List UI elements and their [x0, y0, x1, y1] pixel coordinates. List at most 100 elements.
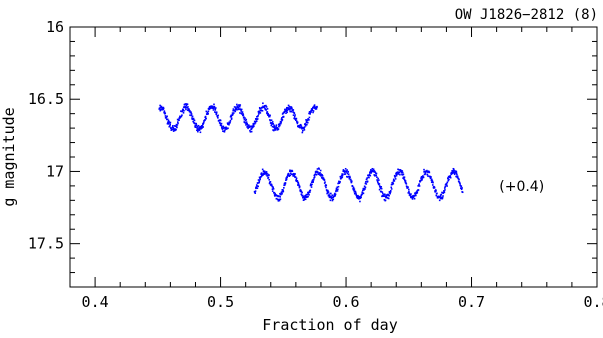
data-point-series-2: [328, 193, 330, 195]
data-point-series-1: [281, 118, 284, 121]
data-point-series-2: [301, 191, 303, 194]
data-point-series-2: [443, 190, 445, 192]
data-point-series-2: [336, 186, 339, 189]
data-point-series-2: [303, 196, 306, 199]
data-point-series-2: [337, 185, 340, 188]
data-point-series-1: [292, 114, 295, 116]
data-point-series-2: [393, 174, 396, 177]
data-point-series-2: [358, 198, 360, 200]
data-point-series-1: [241, 113, 243, 115]
data-point-series-2: [352, 188, 355, 191]
data-point-series-1: [308, 116, 311, 119]
data-point-series-1: [212, 109, 215, 111]
data-point-series-2: [392, 182, 395, 185]
data-point-series-1: [287, 104, 290, 107]
data-point-series-1: [236, 103, 238, 106]
data-point-series-2: [333, 194, 336, 196]
data-point-series-1: [232, 108, 235, 110]
data-point-series-2: [370, 169, 372, 171]
data-point-series-2: [283, 187, 285, 189]
data-point-series-1: [168, 121, 170, 123]
data-point-series-1: [182, 108, 184, 111]
data-point-series-1: [208, 105, 211, 108]
data-point-series-2: [444, 189, 446, 191]
data-point-series-2: [332, 198, 335, 201]
data-point-series-2: [432, 181, 434, 184]
data-point-series-2: [363, 185, 366, 188]
data-point-series-1: [291, 107, 293, 110]
data-point-series-1: [287, 108, 289, 111]
data-point-series-2: [319, 169, 322, 172]
data-point-series-2: [434, 191, 436, 193]
data-point-series-2: [451, 171, 454, 173]
data-point-series-2: [432, 187, 435, 189]
data-point-series-2: [275, 197, 278, 200]
data-point-series-2: [399, 169, 402, 171]
data-point-series-1: [312, 111, 314, 114]
data-point-series-2: [377, 177, 379, 180]
data-point-series-1: [279, 124, 281, 127]
data-point-series-2: [456, 173, 458, 176]
data-point-series-2: [268, 174, 270, 177]
data-point-series-2: [326, 189, 328, 192]
data-point-series-2: [436, 192, 438, 195]
data-point-series-1: [243, 118, 246, 121]
data-point-series-2: [407, 192, 410, 194]
data-point-series-2: [416, 191, 419, 194]
data-point-series-2: [375, 174, 378, 177]
data-point-series-1: [268, 115, 271, 118]
data-point-series-1: [162, 107, 165, 110]
data-point-series-1: [229, 121, 231, 124]
data-point-series-1: [285, 108, 288, 110]
data-point-series-1: [159, 107, 161, 110]
data-point-series-2: [383, 198, 386, 201]
data-point-series-1: [246, 124, 249, 126]
data-point-series-1: [271, 121, 274, 123]
data-point-series-2: [277, 200, 280, 202]
data-point-series-1: [171, 126, 174, 129]
data-point-series-1: [172, 125, 174, 127]
data-point-series-2: [453, 168, 455, 171]
offset-annotation: (+0.4): [499, 179, 544, 195]
data-point-series-2: [284, 182, 287, 184]
data-point-series-2: [454, 171, 457, 174]
data-point-series-1: [280, 121, 283, 123]
data-point-series-2: [412, 195, 414, 197]
data-point-series-1: [219, 119, 222, 122]
data-point-series-1: [250, 130, 253, 133]
data-point-series-1: [180, 115, 183, 118]
data-point-series-2: [345, 171, 348, 173]
data-point-series-2: [310, 181, 313, 184]
data-point-series-2: [399, 173, 401, 176]
data-point-series-1: [266, 111, 269, 113]
data-point-series-2: [282, 188, 284, 191]
data-point-series-2: [456, 176, 459, 179]
data-point-series-2: [303, 198, 305, 201]
data-point-series-2: [296, 180, 299, 182]
data-point-series-2: [394, 175, 397, 178]
data-point-series-2: [434, 189, 437, 191]
data-point-series-1: [290, 110, 292, 113]
data-point-series-2: [438, 199, 441, 202]
data-point-series-1: [273, 128, 276, 130]
data-point-series-2: [460, 185, 463, 187]
data-point-series-2: [420, 179, 423, 181]
data-point-series-2: [256, 185, 258, 187]
data-point-series-1: [168, 122, 170, 124]
data-point-series-1: [200, 127, 202, 130]
data-point-series-2: [316, 170, 318, 173]
data-point-series-2: [260, 176, 262, 178]
data-point-series-1: [303, 127, 305, 129]
data-point-series-2: [431, 178, 433, 181]
data-point-series-1: [165, 116, 168, 118]
data-point-series-2: [366, 180, 369, 183]
data-point-series-2: [279, 192, 281, 195]
data-point-series-2: [408, 192, 411, 194]
data-point-series-2: [429, 177, 432, 180]
data-point-series-2: [289, 170, 291, 172]
data-point-series-1: [185, 104, 188, 107]
data-point-series-1: [161, 108, 164, 110]
data-point-series-1: [237, 106, 240, 109]
data-point-series-2: [418, 185, 421, 187]
data-point-series-2: [317, 173, 320, 175]
